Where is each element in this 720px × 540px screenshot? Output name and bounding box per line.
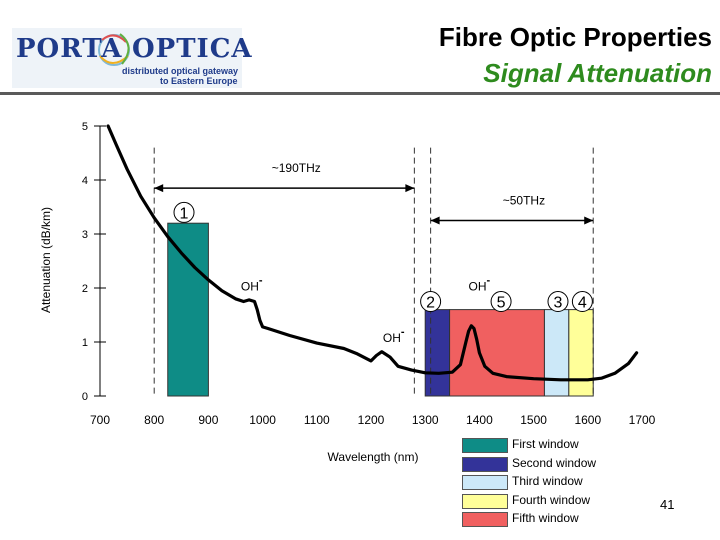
x-tick-label-1200: 1200 (358, 413, 385, 427)
window-number-circle-2 (420, 291, 442, 312)
x-tick-label-1500: 1500 (520, 413, 547, 427)
oh-label-superscript: - (259, 275, 263, 287)
y-axis: 0 1 2 3 4 5 (82, 121, 106, 403)
y-tick-label-3: 3 (82, 229, 88, 241)
window-bar-fifth-window (449, 309, 545, 397)
logo-tagline-line1: distributed optical gateway (122, 66, 239, 76)
x-axis-ticks: 700 800 900 1000 1100 1200 1300 1400 1500 1600 170… (90, 413, 656, 427)
legend-label: First window (512, 437, 579, 451)
bandwidth-arrowhead-left-0 (154, 184, 164, 193)
y-tick-label-5: 5 (82, 121, 88, 133)
window-number-1: 1 (180, 205, 189, 222)
logo-tagline: distributed optical gateway to Eastern E… (122, 66, 238, 86)
bandwidth-arrowhead-right-0 (405, 184, 415, 193)
window-bars (167, 222, 594, 397)
oh-label-text: OH (469, 280, 487, 294)
attenuation-curve-group (106, 124, 639, 382)
logo-word-optica: OPTICA (132, 34, 253, 64)
x-axis-label: Wavelength (nm) (328, 450, 419, 464)
legend-swatch (462, 456, 508, 472)
legend-item: Third window (462, 474, 662, 490)
x-tick-label-1000: 1000 (249, 413, 276, 427)
window-bar-first-window (167, 222, 209, 397)
window-number-circle-4 (571, 291, 593, 312)
bandwidth-label-1: ~50THz (503, 194, 545, 208)
legend-label: Fifth window (512, 511, 579, 525)
y-tick-label-4: 4 (82, 175, 88, 187)
legend-label: Fourth window (512, 492, 591, 507)
legend-item: Fourth window (462, 493, 662, 509)
porta-optica-logo: PORTA OPTICA distributed optical gateway… (12, 26, 252, 90)
x-tick-label-900: 900 (198, 413, 218, 427)
x-tick-label-1300: 1300 (412, 413, 439, 427)
window-bar-fourth-window (568, 309, 594, 397)
y-axis-label: Attenuation (dB/km) (39, 207, 53, 313)
x-tick-label-800: 800 (144, 413, 164, 427)
oh-label-text: OH (383, 331, 401, 345)
x-tick-label-1100: 1100 (304, 413, 330, 427)
page-title: Fibre Optic Properties (438, 22, 712, 52)
x-tick-label-700: 700 (90, 413, 110, 427)
legend-swatch (462, 475, 508, 490)
oh-label-superscript: - (401, 326, 405, 338)
legend-swatch (462, 493, 508, 509)
y-tick-label-0: 0 (82, 391, 88, 403)
legend-item: First window (462, 437, 662, 453)
dashed-guides (153, 147, 594, 396)
window-number-circle-3 (547, 291, 569, 312)
window-number-2: 2 (426, 295, 435, 312)
legend-swatch (462, 438, 508, 453)
logo-arc-green (119, 33, 130, 65)
bandwidth-label-0: ~190THz (272, 161, 321, 175)
oh-label-superscript: - (487, 275, 491, 287)
logo-tagline-line2: to Eastern Europe (160, 76, 238, 86)
logo-graphic (12, 28, 242, 88)
oh-label-0: OH- (241, 275, 263, 294)
window-number-circle-1 (173, 201, 195, 223)
legend-label: Second window (512, 455, 597, 470)
window-number-circle-5 (490, 291, 512, 312)
logo-arc-red (101, 34, 127, 43)
window-number-3: 3 (554, 295, 563, 312)
x-tick-label-1400: 1400 (466, 413, 493, 427)
oh-label-text: OH (241, 280, 259, 294)
legend-label: Third window (512, 474, 583, 488)
legend-swatch (462, 512, 508, 527)
oh-label-1: OH- (469, 275, 491, 294)
window-number-5: 5 (497, 295, 506, 312)
header-divider (0, 92, 720, 95)
attenuation-curve (106, 124, 639, 382)
logo-word-porta: PORTA (16, 34, 123, 64)
slide-header: PORTA OPTICA distributed optical gateway… (0, 0, 720, 92)
page-subtitle: Signal Attenuation (483, 58, 712, 88)
bandwidth-arrowhead-left-1 (430, 216, 440, 225)
window-bar-second-window (424, 309, 451, 397)
y-tick-label-1: 1 (82, 337, 88, 349)
x-tick-label-1700: 1700 (629, 413, 656, 427)
y-tick-label-2: 2 (82, 283, 88, 295)
bandwidth-arrowhead-right-1 (584, 216, 594, 225)
window-bar-third-window (543, 309, 570, 397)
oh-label-2: OH- (383, 326, 405, 345)
window-number-4: 4 (578, 295, 587, 312)
x-tick-label-1600: 1600 (574, 413, 601, 427)
legend-item: Fifth window (462, 511, 662, 527)
legend-item: Second window (462, 456, 662, 472)
page-number: 41 (660, 497, 675, 512)
